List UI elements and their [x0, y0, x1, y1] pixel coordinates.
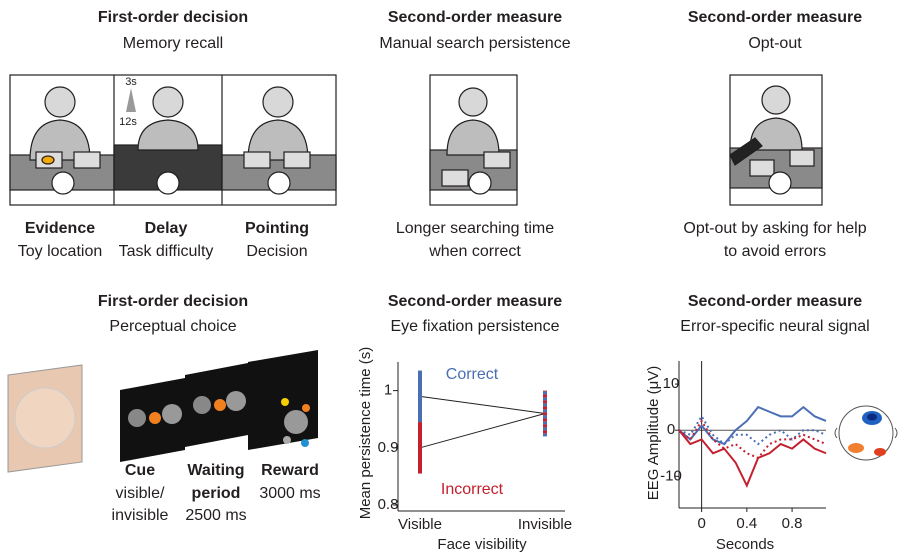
y-axis-label: EEG Amplitude (μV): [645, 366, 662, 501]
step-text: 2500 ms: [185, 507, 246, 524]
caption: Toy location: [18, 243, 103, 260]
step-head: period: [192, 485, 241, 502]
series-label: Incorrect: [441, 481, 504, 498]
illustration: [430, 75, 517, 205]
step-text: 3000 ms: [259, 485, 320, 502]
panel-subtitle: Perceptual choice: [109, 318, 236, 335]
panel-subtitle: Memory recall: [123, 35, 223, 52]
panel-title: Second-order measure: [388, 293, 562, 310]
x-tick-label: Visible: [398, 516, 442, 533]
caption: when correct: [428, 243, 521, 260]
step-text: visible/: [116, 485, 165, 502]
y-tick-label: 0: [667, 421, 675, 438]
step-text: invisible: [112, 507, 169, 524]
x-axis-label: Face visibility: [437, 536, 527, 553]
panel-subtitle: Manual search persistence: [379, 35, 570, 52]
caption: Task difficulty: [119, 243, 214, 260]
panel-title: Second-order measure: [688, 9, 862, 26]
step-head: Waiting: [187, 462, 244, 479]
step-head: Reward: [261, 462, 319, 479]
panel-title: First-order decision: [98, 9, 248, 26]
y-tick-label: 1: [384, 382, 392, 399]
series-label: Correct: [446, 366, 499, 383]
caption: to avoid errors: [724, 243, 826, 260]
scalp-map: [835, 406, 897, 460]
illustration: [8, 350, 318, 472]
delay-label: 3s: [125, 76, 137, 88]
x-tick-label: 0.8: [782, 515, 803, 532]
illustration: [730, 75, 822, 205]
x-tick-label: 0: [697, 515, 705, 532]
caption-head: Delay: [145, 220, 188, 237]
panel-subtitle: Opt-out: [748, 35, 802, 52]
panel-title: First-order decision: [98, 293, 248, 310]
y-tick-label: 0.9: [378, 439, 399, 456]
connector: [420, 413, 545, 447]
panel-subtitle: Eye fixation persistence: [391, 318, 560, 335]
figure: First-order decision Memory recall Secon…: [0, 0, 912, 553]
caption: Opt-out by asking for help: [683, 220, 866, 237]
connector: [420, 396, 545, 413]
x-tick-label: Invisible: [518, 516, 572, 533]
panel-title: Second-order measure: [688, 293, 862, 310]
caption: Decision: [246, 243, 307, 260]
y-tick-label: -10: [660, 467, 682, 484]
caption-head: Pointing: [245, 220, 309, 237]
step-head: Cue: [125, 462, 155, 479]
illustration: [10, 75, 336, 205]
series-line: [679, 407, 826, 444]
y-axis-label: Mean persistence time (s): [357, 347, 374, 520]
y-tick-label: 10: [663, 375, 680, 392]
x-tick-label: 0.4: [736, 515, 757, 532]
x-axis-label: Seconds: [716, 536, 774, 553]
panel-title: Second-order measure: [388, 9, 562, 26]
page: {"panels": [ {"title": "First-order deci…: [0, 0, 912, 553]
y-tick-label: 0.8: [378, 496, 399, 513]
caption-head: Evidence: [25, 220, 95, 237]
panel-subtitle: Error-specific neural signal: [680, 318, 869, 335]
series-line: [679, 430, 826, 485]
caption: Longer searching time: [396, 220, 554, 237]
delay-label: 12s: [119, 116, 137, 128]
